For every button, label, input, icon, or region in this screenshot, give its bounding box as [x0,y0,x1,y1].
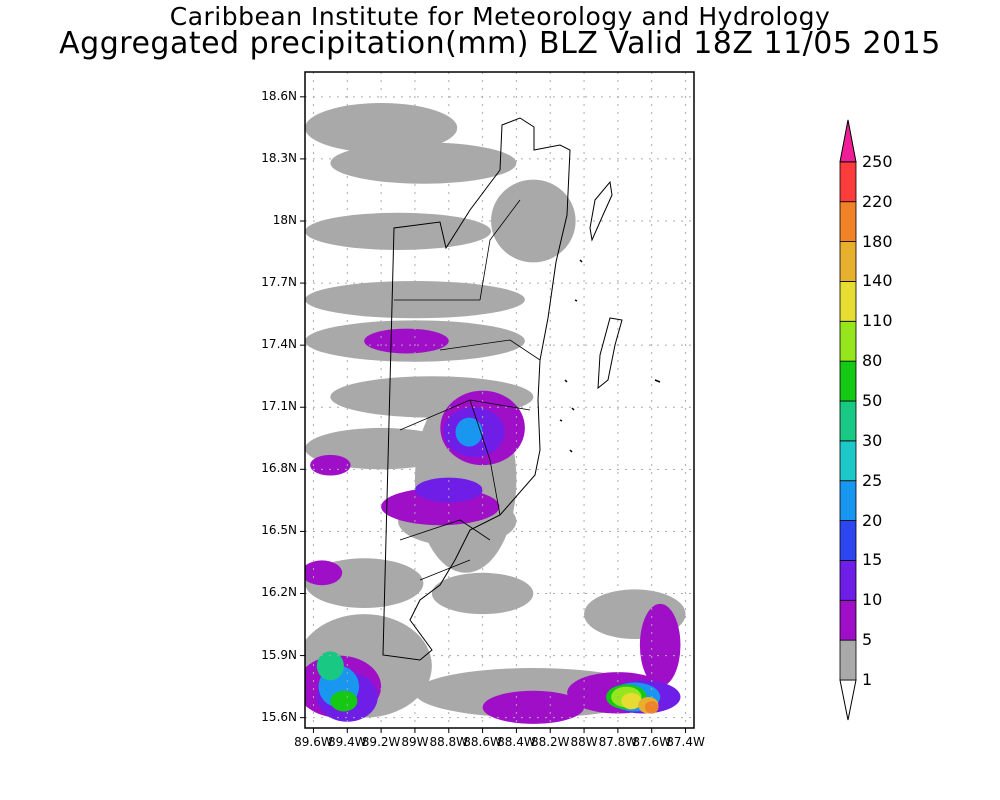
x-tick-label: 87.8W [598,735,638,749]
turneffe-islands [597,317,623,390]
legend-swatch [839,281,857,322]
y-tick-label: 17.4N [261,337,297,352]
precip-cell-30mm [316,651,344,681]
coastline-layer [382,117,661,661]
legend-label: 140 [862,271,893,291]
legend-label: 15 [862,550,883,570]
legend-swatch [839,639,857,681]
legend-label: 20 [862,510,883,530]
x-tick-label: 88.2W [530,735,570,749]
precip-cell-1mm [491,179,576,263]
legend-swatch [839,560,857,601]
precip-cell-180mm [644,701,659,714]
legend-label: 80 [862,351,883,371]
y-tick-label: 16.8N [261,461,297,476]
legend-label: 10 [862,590,883,610]
legend-label: 1 [862,670,873,689]
grid-lines [305,72,694,728]
precip-cell-5mm [639,603,681,687]
x-tick-label: 88W [570,735,598,749]
legend-label: 5 [862,630,873,650]
y-tick-label: 18.3N [261,150,297,165]
legend-swatch [839,360,857,402]
plot-frame [304,71,695,729]
legend-label: 50 [862,391,883,410]
precip-cell-10mm [414,477,483,503]
precip-cell-1mm [330,142,517,184]
y-tick-label: 15.9N [261,647,297,662]
precip-cell-50mm [330,690,358,712]
x-tick-label: 88.4W [497,735,536,749]
product-title: Aggregated precipitation(mm) BLZ Valid 1… [59,26,941,61]
district-lines [394,199,541,581]
legend-swatch [839,201,857,242]
x-tick-label: 89W [401,735,429,749]
legend-label: 110 [862,311,893,331]
x-tick-label: 88.6W [463,735,502,749]
legend-swatch [839,520,857,561]
precip-cell-5mm [364,328,449,354]
ambergris-caye [589,180,613,242]
x-tick-label: 88.8W [429,735,469,749]
y-tick-label: 15.6N [261,709,297,724]
y-tick-label: 16.2N [261,585,297,600]
y-tick-label: 17.7N [261,275,297,290]
legend-label: 30 [862,430,883,450]
reef-dots [559,259,661,453]
legend-swatch [839,599,857,641]
y-tick-label: 18.6N [261,88,297,103]
legend-max-triangle [839,119,857,163]
precip-cell-110mm [621,692,642,710]
belize-border [382,117,571,661]
legend-label: 250 [862,151,893,171]
legend-swatch [839,400,857,442]
y-tick-label: 18N [272,212,297,227]
legend-label: 180 [862,231,893,251]
legend-min-triangle [839,679,857,721]
x-tick-label: 89.6W [294,735,333,749]
precip-cell-5mm [305,560,343,586]
x-tick-label: 89.4W [327,735,367,749]
precip-cell-5mm [310,454,351,476]
legend-swatch [839,480,857,521]
legend-swatch [839,320,857,362]
precip-cell-5mm [482,690,585,724]
x-tick-label: 87.6W [632,735,671,749]
y-tick-label: 17.1N [261,399,297,414]
y-tick-label: 16.5N [261,523,297,538]
institution-title: Caribbean Institute for Meteorology and … [169,2,831,31]
legend-label: 25 [862,470,883,490]
x-tick-label: 89.2W [361,735,401,749]
legend-swatch [839,440,857,482]
precip-cell-20mm [455,417,483,447]
legend-swatch [839,161,857,203]
precip-cell-1mm [305,103,458,153]
legend-label: 220 [862,191,893,211]
x-tick-label: 87.4W [666,735,705,749]
axis-ticks [300,96,687,733]
legend-swatch [839,241,857,282]
